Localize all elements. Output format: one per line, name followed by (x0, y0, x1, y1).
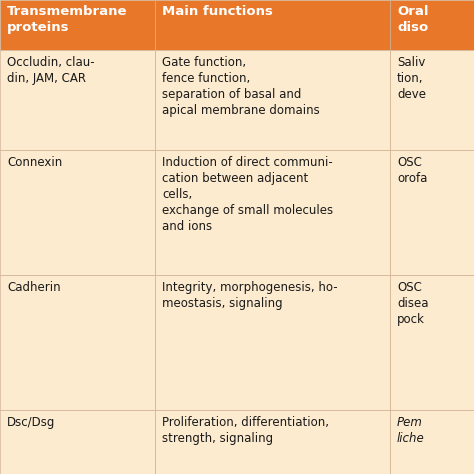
Bar (390, 410, 474, 474)
Bar (0, 150, 155, 275)
Text: Saliv
tion,
deve: Saliv tion, deve (397, 56, 426, 101)
Bar (155, 275, 390, 410)
Bar (390, 0, 474, 50)
Bar (390, 150, 474, 275)
Text: Integrity, morphogenesis, ho-
meostasis, signaling: Integrity, morphogenesis, ho- meostasis,… (162, 281, 337, 310)
Bar (390, 50, 474, 150)
Text: Occludin, clau-
din, JAM, CAR: Occludin, clau- din, JAM, CAR (7, 56, 95, 85)
Text: OSC
orofa: OSC orofa (397, 156, 428, 185)
Text: Transmembrane
proteins: Transmembrane proteins (7, 5, 128, 34)
Text: Oral
diso: Oral diso (397, 5, 428, 34)
Text: Gate function,
fence function,
separation of basal and
apical membrane domains: Gate function, fence function, separatio… (162, 56, 320, 117)
Bar (155, 410, 390, 474)
Bar (0, 0, 155, 50)
Text: Connexin: Connexin (7, 156, 62, 169)
Bar (0, 410, 155, 474)
Bar (155, 150, 390, 275)
Text: Main functions: Main functions (162, 5, 273, 18)
Bar (390, 275, 474, 410)
Text: Induction of direct communi-
cation between adjacent
cells,
exchange of small mo: Induction of direct communi- cation betw… (162, 156, 333, 233)
Bar (155, 50, 390, 150)
Bar (0, 275, 155, 410)
Text: Cadherin: Cadherin (7, 281, 61, 294)
Text: Proliferation, differentiation,
strength, signaling: Proliferation, differentiation, strength… (162, 416, 329, 445)
Text: OSC
disea
pock: OSC disea pock (397, 281, 428, 358)
Bar (155, 0, 390, 50)
Bar (0, 50, 155, 150)
Text: Dsc/Dsg: Dsc/Dsg (7, 416, 55, 429)
Text: Pem
liche: Pem liche (397, 416, 425, 445)
